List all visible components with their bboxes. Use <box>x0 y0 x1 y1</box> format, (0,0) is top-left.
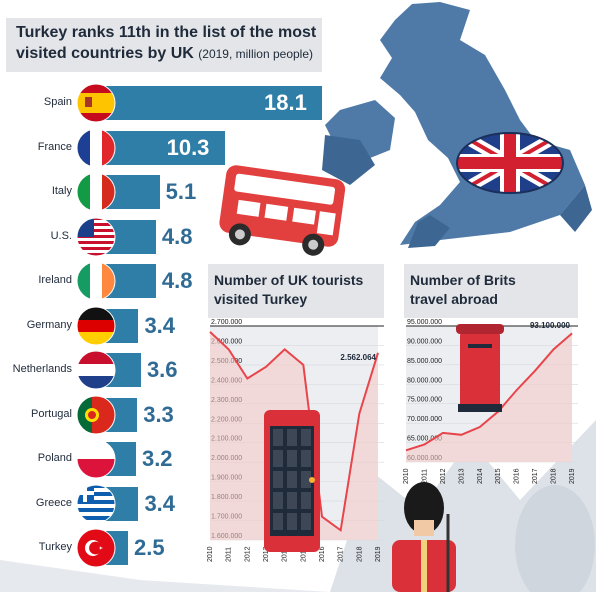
royal-guard-icon <box>392 482 456 592</box>
post-box-icon <box>456 324 504 412</box>
series-area <box>406 333 572 462</box>
x-tick-label: 2015 <box>300 546 307 562</box>
x-tick-label: 2012 <box>440 468 447 484</box>
x-tick-label: 2015 <box>495 468 502 484</box>
x-tick-label: 2018 <box>551 468 558 484</box>
y-tick-label: 2.600.000 <box>211 338 242 345</box>
phone-booth-icon <box>264 410 320 552</box>
peak-label: 93.100.000 <box>530 321 571 330</box>
brits-title-line1: Number of Brits <box>410 272 516 288</box>
x-tick-label: 2018 <box>356 546 363 562</box>
x-tick-label: 2013 <box>458 468 465 484</box>
y-tick-label: 75.000.000 <box>407 397 442 404</box>
x-tick-label: 2013 <box>263 546 270 562</box>
x-tick-label: 2010 <box>403 468 410 484</box>
series-line <box>405 332 573 452</box>
x-tick-label: 2011 <box>226 547 233 562</box>
chart-subtitle: (2019, million people) <box>198 47 314 61</box>
brits-panel-header <box>404 264 578 318</box>
x-tick-label: 2017 <box>338 546 345 562</box>
chart-title: Turkey ranks 11th in the list of the mos… <box>16 24 317 41</box>
x-tick-label: 2019 <box>569 468 576 484</box>
tourists-title-line2: visited Turkey <box>214 291 308 307</box>
brits-title-line2: travel abroad <box>410 291 498 307</box>
y-tick-label: 70.000.000 <box>407 416 442 423</box>
x-tick-label: 2014 <box>282 546 289 562</box>
x-tick-label: 2019 <box>375 546 382 562</box>
y-tick-label: 80.000.000 <box>407 377 442 384</box>
x-tick-label: 2017 <box>532 468 539 484</box>
brits-panel-title: Number of Brits travel abroad <box>410 271 516 309</box>
x-tick-label: 2016 <box>514 468 521 484</box>
chart-title-part: visited countries by UK <box>16 45 194 62</box>
y-tick-label: 65.000.000 <box>407 436 442 443</box>
x-tick-label: 2014 <box>477 468 484 484</box>
y-tick-label: 95.000.000 <box>407 319 442 326</box>
y-tick-label: 85.000.000 <box>407 358 442 365</box>
uk-map-icon <box>322 2 592 248</box>
brits-travel-abroad-line-chart: 95.000.000 90.000.000 85.000.000 80.000.000… <box>403 319 578 484</box>
x-tick-label: 2010 <box>207 546 214 562</box>
double-decker-bus-icon <box>219 165 346 256</box>
peak-label: 2.562.064 <box>340 353 376 362</box>
series-line <box>209 331 379 533</box>
x-tick-label: 2011 <box>421 469 428 484</box>
y-tick-label: 2.700.000 <box>211 319 242 326</box>
x-tick-label: 2016 <box>319 546 326 562</box>
chart-title-line2: visited countries by UK (2019, million p… <box>16 45 313 63</box>
tourists-panel-title: Number of UK tourists visited Turkey <box>214 271 363 309</box>
tourists-panel-header <box>208 264 384 318</box>
x-tick-label: 2012 <box>244 546 251 562</box>
uk-tourists-turkey-line-chart: 2.700.0002.600.0002.500.0002.400.0002.30… <box>207 319 384 562</box>
y-tick-label: 90.000.000 <box>407 338 442 345</box>
tourists-title-line1: Number of UK tourists <box>214 272 364 288</box>
title-background <box>6 18 322 72</box>
united-kingdom-flag-icon <box>456 132 564 194</box>
